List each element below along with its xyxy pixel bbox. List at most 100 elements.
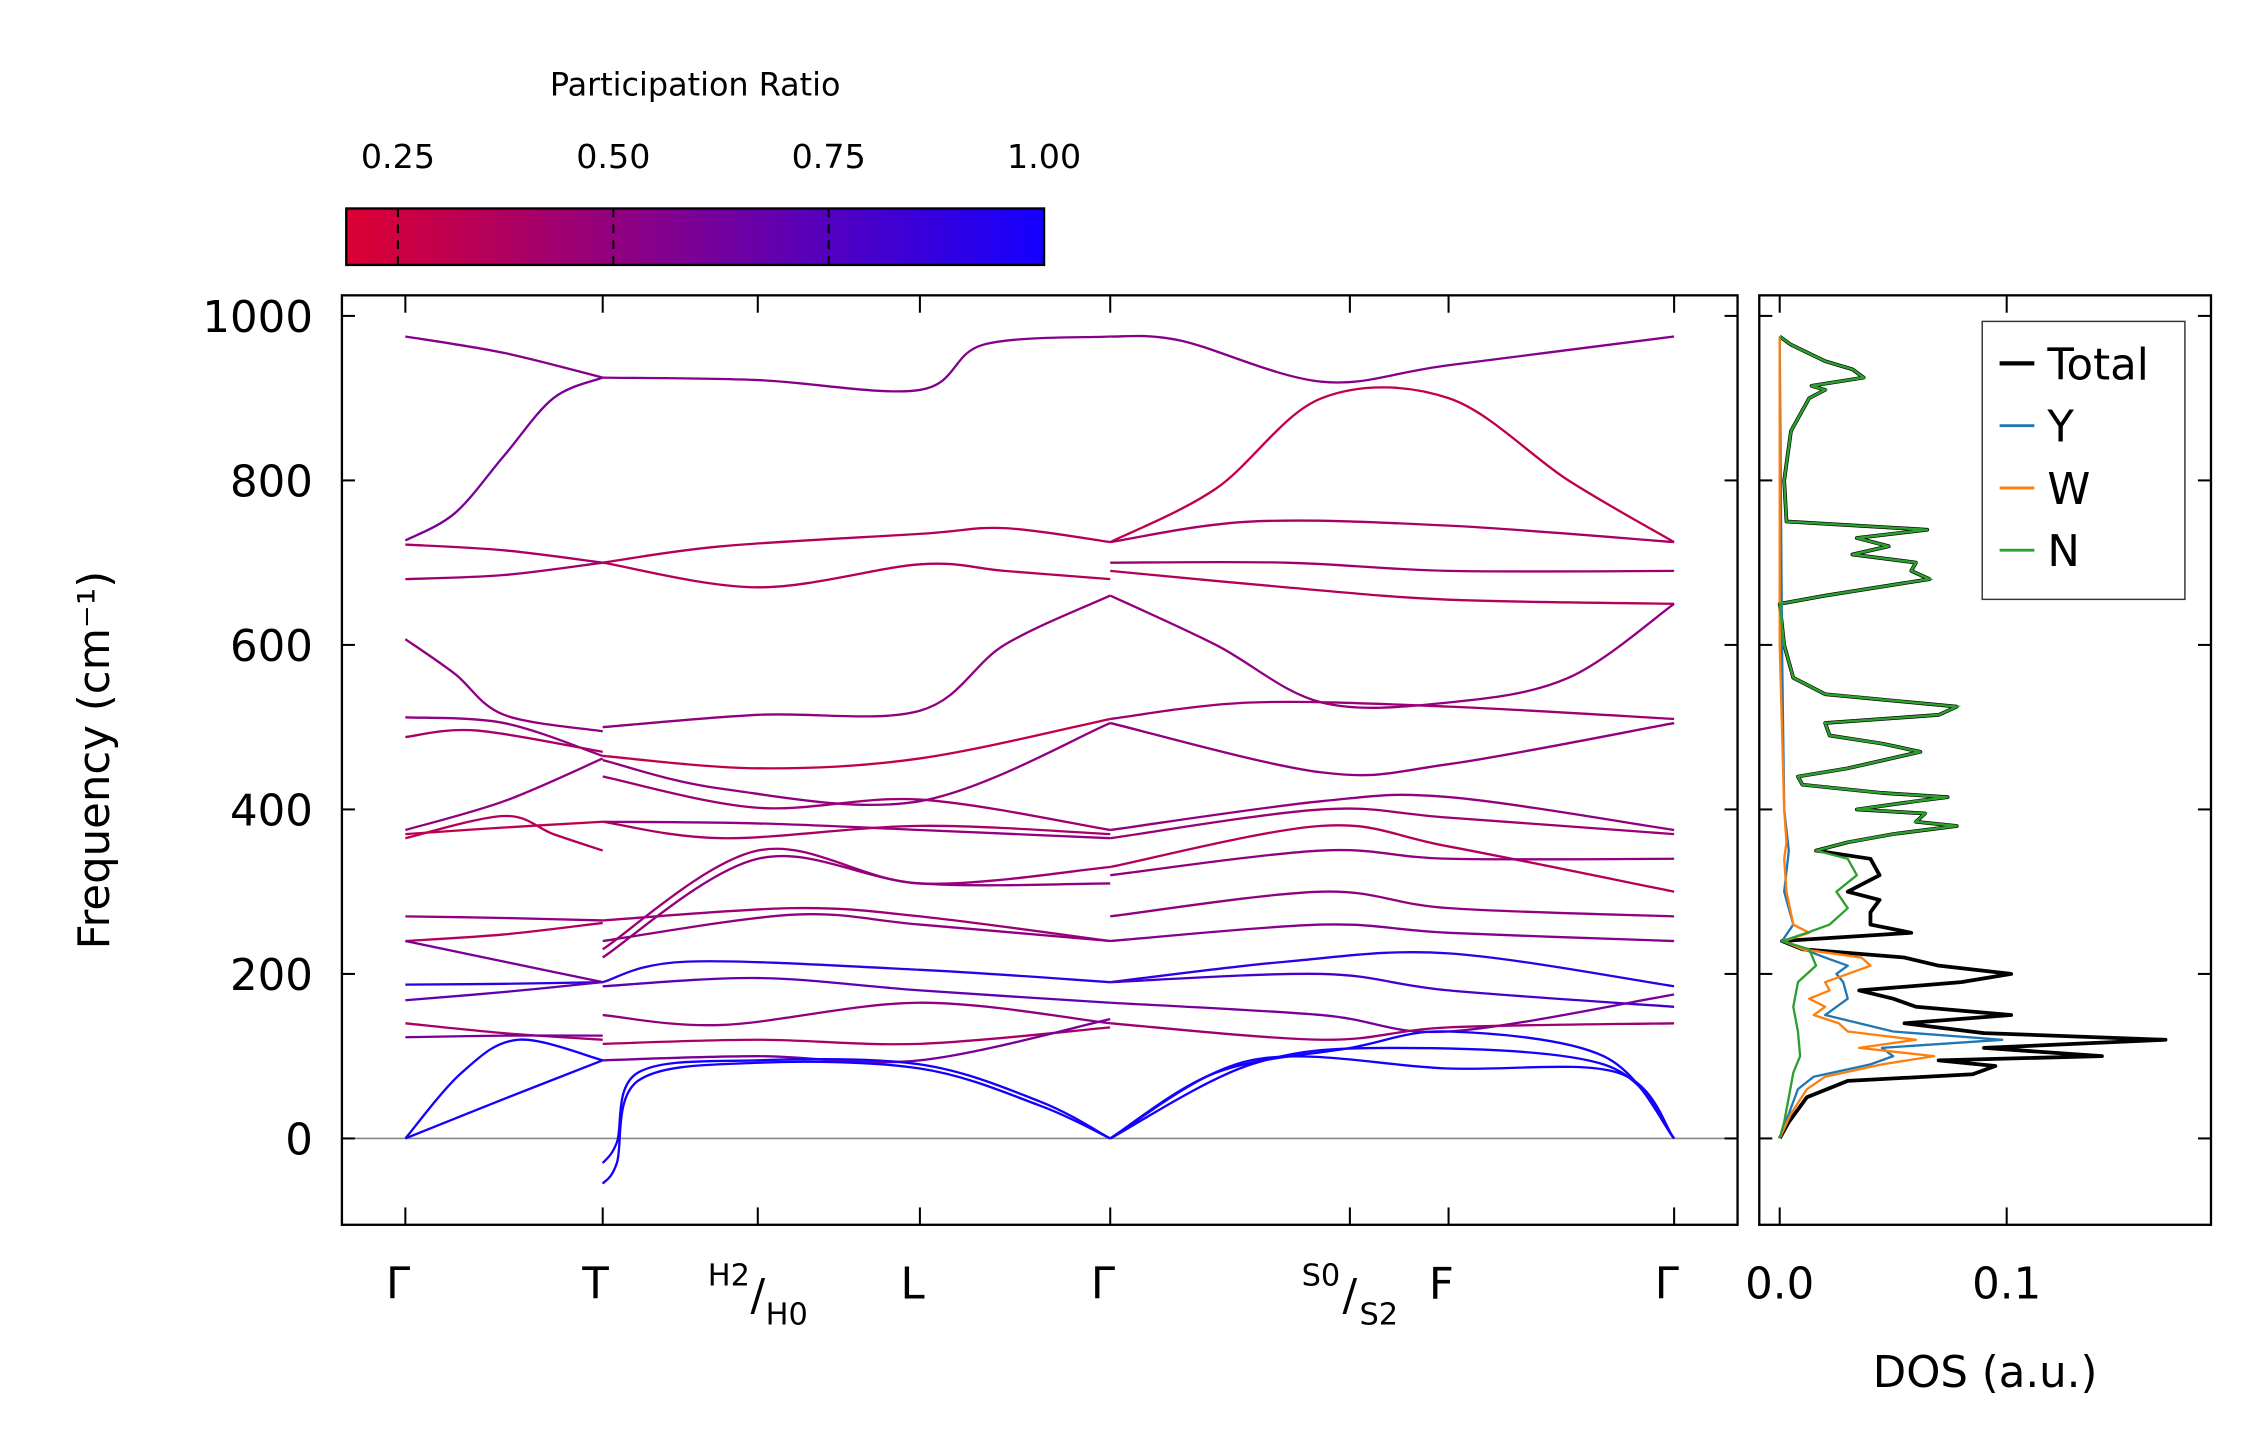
colorbar-gradient [345, 207, 1046, 267]
phonon-band [405, 335, 604, 379]
phonon-band [1110, 972, 1675, 1008]
high-symmetry-point-label: Γ [386, 1260, 410, 1310]
phonon-band [405, 561, 603, 581]
high-symmetry-point-label-upper: S0 [1302, 1259, 1341, 1294]
phonon-band [405, 1022, 603, 1041]
phonon-band [602, 561, 1111, 589]
dos-panel: 0.0 0.1 DOS (a.u.) Total YWN [1745, 294, 2213, 1398]
y-tick-label: 600 [230, 622, 313, 672]
phonon-band [404, 1059, 604, 1140]
dos-x-tick-label: 0.1 [1972, 1260, 2041, 1310]
y-tick-label: 1000 [202, 293, 313, 343]
band-plot-frame [340, 294, 1739, 1226]
high-symmetry-point-label-lower: H0 [766, 1298, 808, 1333]
phonon-band [1110, 1022, 1675, 1041]
phonon-band [404, 1038, 603, 1140]
phonon-band [602, 847, 1111, 951]
phonon-band [1110, 700, 1675, 721]
phonon-band [1110, 334, 1675, 384]
phonon-band [1110, 890, 1675, 918]
phonon-band [1109, 721, 1675, 777]
phonon-band [602, 526, 1111, 564]
dos-line-w [1778, 336, 1936, 1139]
phonon-band [405, 981, 603, 986]
legend-label-w: W [2047, 465, 2090, 515]
colorbar-tick-label: 1.00 [1007, 137, 1081, 176]
colorbar-tick-label: 0.25 [361, 137, 435, 176]
phonon-band [1109, 1055, 1676, 1140]
phonon-band [1110, 807, 1675, 840]
phonon-band [602, 906, 1111, 943]
y-tick-label: 200 [230, 951, 313, 1001]
phonon-band [405, 820, 603, 836]
phonon-band [602, 1026, 1111, 1046]
phonon-band [405, 915, 603, 922]
phonon-band [405, 981, 603, 1002]
phonon-band [1110, 993, 1675, 1034]
high-symmetry-point-label: L [901, 1260, 925, 1310]
phonon-band [1109, 594, 1675, 709]
phonon-band [1109, 386, 1675, 544]
phonon-band [1110, 824, 1675, 893]
high-symmetry-point-label: Γ [1091, 1260, 1115, 1310]
dos-line-n-overlay [1778, 335, 1962, 852]
high-symmetry-point-label: F [1429, 1260, 1454, 1310]
high-symmetry-point-slash: / [1343, 1271, 1358, 1321]
y-tick-label: 400 [230, 786, 313, 836]
colorbar: Participation Ratio 0.25 0.50 0.75 1.00 [345, 66, 1081, 267]
dos-x-tick-label: 0.0 [1745, 1260, 1814, 1310]
high-symmetry-point-slash: / [750, 1271, 765, 1321]
dos-line-n [1778, 335, 1958, 1139]
phonon-band [405, 716, 604, 758]
phonon-band [405, 728, 603, 753]
phonon-band [602, 1001, 1111, 1027]
phonon-band [1110, 848, 1675, 877]
phonon-band [602, 717, 1111, 770]
high-symmetry-point-label: T [581, 1260, 609, 1310]
phonon-band [404, 376, 604, 542]
phonon-band [602, 721, 1111, 806]
dos-plot-frame [1758, 294, 2213, 1226]
dos-x-axis-label: DOS (a.u.) [1873, 1348, 2098, 1398]
high-symmetry-point-label: Γ [1655, 1260, 1679, 1310]
phonon-band [1110, 923, 1675, 943]
phonon-band [405, 939, 603, 984]
colorbar-label: Participation Ratio [550, 66, 841, 104]
phonon-band [602, 976, 1111, 1004]
legend-label-n: N [2047, 527, 2079, 577]
phonon-band [1110, 519, 1675, 544]
phonon-band [602, 913, 1111, 943]
phonon-band [602, 1018, 1111, 1064]
y-tick-label: 800 [230, 457, 313, 507]
phonon-band [405, 757, 604, 832]
phonon-band [602, 960, 1111, 984]
phonon-band [602, 335, 1111, 393]
legend-label-y: Y [2046, 403, 2074, 453]
legend-label-total: Total [2046, 340, 2148, 390]
phonon-band [405, 921, 603, 943]
phonon-band [601, 1058, 1111, 1164]
high-symmetry-point-label-lower: S2 [1360, 1298, 1399, 1333]
high-symmetry-point-label-upper: H2 [708, 1259, 750, 1294]
phonon-band [1109, 1046, 1675, 1140]
phonon-band [404, 638, 603, 733]
phonon-band [405, 814, 604, 852]
phonon-band [602, 594, 1111, 729]
phonon-band [1110, 569, 1675, 605]
colorbar-tick-label: 0.75 [792, 137, 866, 176]
phonon-band [602, 820, 1111, 840]
phonon-band [1110, 951, 1675, 988]
y-axis-label: Frequency (cm⁻¹) [70, 571, 120, 949]
colorbar-tick-label: 0.50 [576, 137, 650, 176]
phonon-band [601, 1060, 1111, 1185]
legend: Total YWN [1981, 320, 2186, 601]
y-tick-label: 0 [285, 1115, 313, 1165]
phonon-band [405, 1034, 603, 1039]
phonon-band [1110, 560, 1675, 573]
phonon-band [602, 820, 1111, 840]
phonon-band [1110, 793, 1675, 832]
phonon-band [405, 543, 603, 564]
phonon-band [602, 854, 1111, 959]
